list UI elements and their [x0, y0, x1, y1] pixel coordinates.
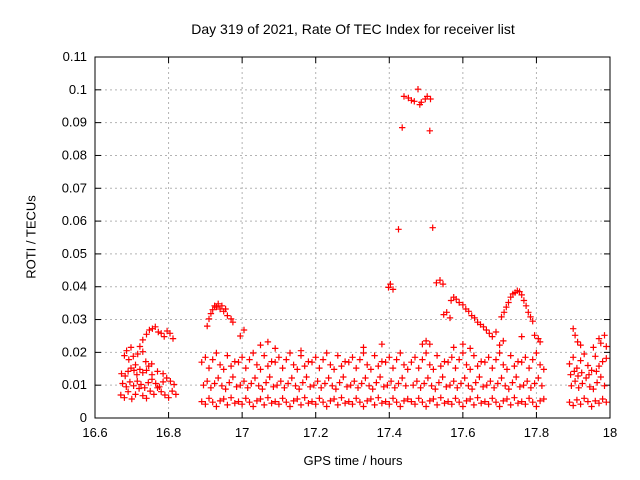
chart-title: Day 319 of 2021, Rate Of TEC Index for r…	[191, 21, 515, 37]
svg-text:17.8: 17.8	[524, 425, 549, 440]
y-tick-labels: 0 0.01 0.02 0.03 0.04 0.05 0.06 0.07 0.08 0.09 0.1…	[62, 49, 87, 425]
svg-text:0.04: 0.04	[62, 279, 87, 294]
data-points	[117, 86, 610, 410]
svg-text:0.05: 0.05	[62, 246, 87, 261]
x-axis-label: GPS time / hours	[303, 453, 403, 468]
axis-ticks	[94, 56, 611, 419]
grid-lines	[95, 57, 610, 418]
svg-text:0.11: 0.11	[63, 49, 87, 64]
svg-text:0.06: 0.06	[62, 213, 87, 228]
plot-frame	[94, 56, 611, 419]
svg-text:16.6: 16.6	[82, 425, 107, 440]
svg-text:0.07: 0.07	[62, 180, 87, 195]
svg-text:17.4: 17.4	[377, 425, 402, 440]
svg-text:0.08: 0.08	[62, 147, 87, 162]
svg-text:0.09: 0.09	[62, 115, 87, 130]
svg-text:17.6: 17.6	[450, 425, 475, 440]
svg-text:0.1: 0.1	[69, 82, 87, 97]
svg-text:17.2: 17.2	[303, 425, 328, 440]
svg-text:17: 17	[235, 425, 249, 440]
x-tick-labels: 16.6 16.8 17 17.2 17.4 17.6 17.8 18	[82, 425, 617, 440]
svg-text:16.8: 16.8	[156, 425, 181, 440]
svg-text:0.03: 0.03	[62, 312, 87, 327]
svg-text:18: 18	[603, 425, 617, 440]
svg-text:0.02: 0.02	[62, 344, 87, 359]
svg-text:0.01: 0.01	[62, 377, 87, 392]
svg-text:0: 0	[80, 410, 87, 425]
